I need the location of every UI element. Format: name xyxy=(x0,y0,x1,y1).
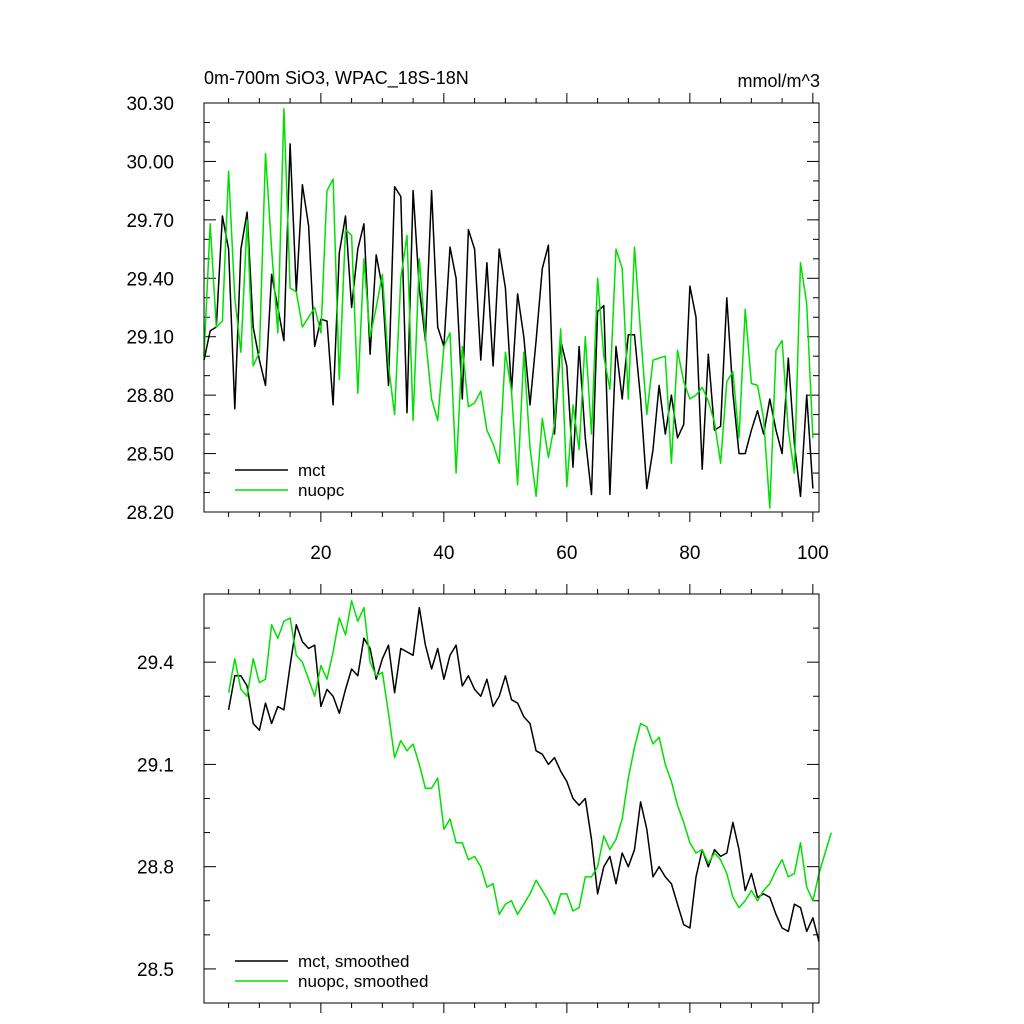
y-tick-label: 29.10 xyxy=(126,328,174,349)
y-tick-label: 29.1 xyxy=(137,755,174,776)
top-axis-ticks: 28.20 28.50 28.80 29.10 29.40 29.70 30.00 30.30… xyxy=(126,93,829,564)
series-line-mct-smoothed xyxy=(227,606,820,942)
bottom-axis-ticks: 28.5 28.8 29.1 29.4 xyxy=(137,584,819,1013)
bottom-legend: mct, smoothed nuopc, smoothed xyxy=(235,952,428,991)
y-tick-label: 28.80 xyxy=(126,386,174,407)
series-line-nuopc xyxy=(203,108,814,509)
bottom-series-group xyxy=(227,600,833,942)
top-legend: mct nuopc xyxy=(235,461,345,500)
y-tick-label: 30.00 xyxy=(126,152,174,173)
legend-label-mct: mct xyxy=(298,461,326,480)
series-line-nuopc-smoothed xyxy=(227,600,833,916)
y-tick-label: 29.4 xyxy=(137,653,174,674)
bottom-plot-frame xyxy=(203,593,820,1004)
x-tick-label: 40 xyxy=(433,543,454,564)
x-tick-label: 100 xyxy=(797,543,829,564)
y-tick-label: 28.50 xyxy=(126,445,174,466)
bottom-panel: 28.5 28.8 29.1 29.4 mct, smoothed nuopc, sm… xyxy=(137,584,833,1013)
y-tick-label: 30.30 xyxy=(126,94,174,115)
top-chart-units: mmol/m^3 xyxy=(738,71,820,91)
legend-label-nuopc: nuopc xyxy=(298,481,345,500)
x-tick-label: 60 xyxy=(556,543,577,564)
legend-label-mct-smoothed: mct, smoothed xyxy=(298,952,410,971)
y-tick-label: 29.70 xyxy=(126,211,174,232)
x-tick-label: 20 xyxy=(310,543,331,564)
legend-label-nuopc-smoothed: nuopc, smoothed xyxy=(298,972,428,991)
top-plot-frame xyxy=(203,102,820,513)
y-tick-label: 29.40 xyxy=(126,269,174,290)
series-line-mct xyxy=(203,143,814,498)
y-tick-label: 28.20 xyxy=(126,503,174,524)
top-chart-title: 0m-700m SiO3, WPAC_18S-18N xyxy=(204,68,469,89)
top-series-group xyxy=(203,108,814,509)
x-tick-label: 80 xyxy=(679,543,700,564)
y-tick-label: 28.5 xyxy=(137,960,174,981)
y-tick-label: 28.8 xyxy=(137,858,174,879)
top-panel: 0m-700m SiO3, WPAC_18S-18N mmol/m^3 28.2… xyxy=(126,68,828,564)
